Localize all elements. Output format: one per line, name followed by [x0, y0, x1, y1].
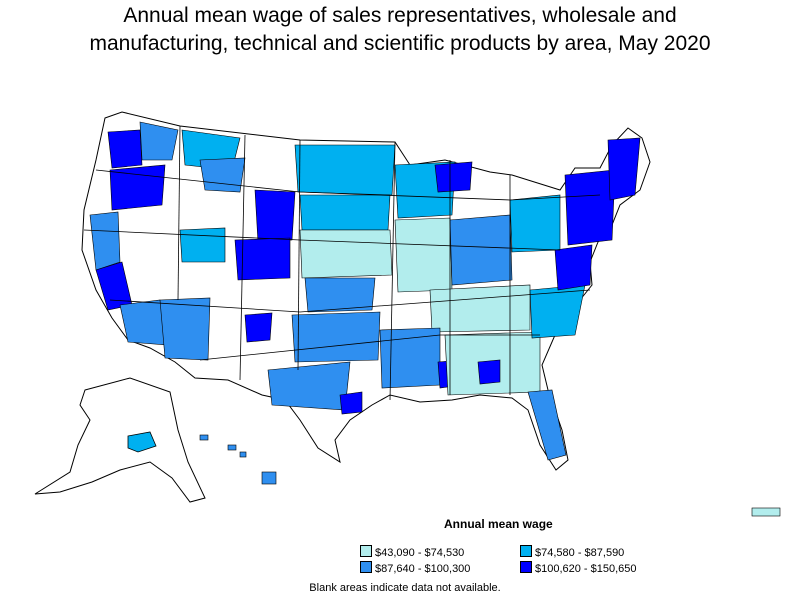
area-fl: [527, 389, 567, 461]
area-ar-la: [379, 327, 441, 389]
area-sd: [299, 194, 391, 231]
area-wy: [254, 189, 296, 243]
title-line-2: manufacturing, technical and scientific …: [89, 32, 711, 55]
legend-swatch-3: [360, 561, 372, 573]
area-wa-central: [139, 121, 179, 161]
legend-item-4: $100,620 - $150,650: [520, 561, 637, 576]
area-or-central: [109, 164, 166, 211]
no-data-note: Blank areas indicate data not available.: [309, 582, 501, 594]
alaska-outline: [34, 377, 206, 503]
area-tx-central: [267, 361, 351, 411]
hawaii-islands: [199, 434, 277, 485]
legend-swatch-4: [520, 561, 532, 573]
legend-item-1: $43,090 - $74,530: [360, 545, 464, 560]
area-mi: [434, 161, 473, 193]
legend-swatch-2: [520, 545, 532, 557]
area-va-md: [554, 244, 593, 291]
legend-label-3: $87,640 - $100,300: [375, 563, 471, 575]
legend-label-2: $74,580 - $87,590: [535, 547, 625, 559]
area-tx-houston: [339, 391, 363, 415]
area-oh-pa: [509, 194, 561, 253]
legend-label-1: $43,090 - $74,530: [375, 547, 465, 559]
area-ia-mo: [394, 217, 453, 293]
puerto-rico: [751, 507, 781, 517]
legend-item-3: $87,640 - $100,300: [360, 561, 470, 576]
state-borders: [83, 125, 601, 401]
legend-item-2: $74,580 - $87,590: [520, 545, 624, 560]
area-atlanta: [477, 359, 501, 385]
area-nm: [244, 312, 273, 343]
area-ut: [179, 227, 226, 263]
area-az: [159, 297, 211, 361]
area-mt-west: [199, 157, 246, 193]
area-wa-west: [107, 129, 143, 169]
area-ok-tx: [291, 311, 381, 363]
legend-label-4: $100,620 - $150,650: [535, 563, 637, 575]
area-nd: [294, 144, 396, 196]
area-ca-north: [89, 211, 121, 271]
legend-swatch-1: [360, 545, 372, 557]
area-carolinas: [529, 284, 586, 339]
alaska-anchorage-area: [127, 431, 157, 453]
area-new-england: [607, 137, 641, 201]
legend-title: Annual mean wage: [444, 517, 553, 531]
area-ky-tn: [429, 284, 531, 333]
area-ks: [304, 277, 376, 313]
area-ne-ks: [299, 229, 393, 279]
area-ny-nj: [564, 169, 616, 246]
title-line-1: Annual mean wage of sales representative…: [123, 4, 677, 27]
area-il-in: [449, 214, 513, 286]
area-co: [234, 237, 291, 281]
map-title: Annual mean wage of sales representative…: [0, 2, 800, 58]
